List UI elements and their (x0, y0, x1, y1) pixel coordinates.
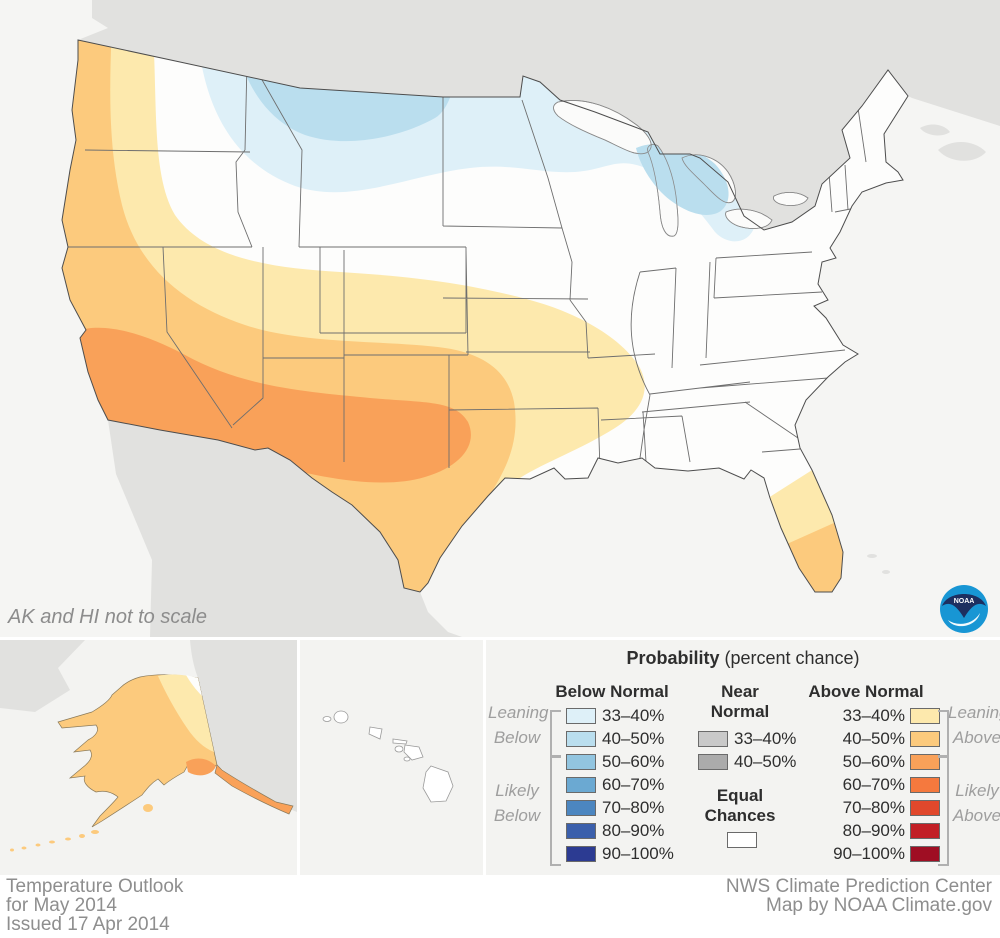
bracket-likely-below (550, 756, 561, 866)
label-below-50-60: 50–60% (602, 752, 665, 771)
swatch-near-33-40 (698, 731, 728, 747)
legend-equal-1: Equal (716, 786, 764, 805)
swatch-near-40-50 (698, 754, 728, 770)
swatch-above-60-70 (910, 777, 940, 793)
bracket-leaning-below (550, 710, 561, 757)
label-below-33-40: 33–40% (602, 706, 665, 725)
bracket-likely-above (938, 756, 949, 866)
alaska-equal-sliver (186, 675, 202, 696)
bahamas (867, 554, 877, 558)
legend-below-header: Below Normal (555, 682, 669, 701)
swatch-above-70-80 (910, 800, 940, 816)
swatch-below-70-80 (566, 800, 596, 816)
swatch-below-80-90 (566, 823, 596, 839)
label-leaning-above: LeaningAbove (948, 703, 1000, 747)
swatch-below-60-70 (566, 777, 596, 793)
legend-title: Probability (percent chance) (626, 648, 860, 668)
label-above-80-90: 80–90% (842, 821, 905, 840)
swatch-above-90-100 (910, 846, 940, 862)
bahamas-2 (882, 570, 890, 574)
alaska-inset-panel (0, 640, 297, 875)
label-near-40-50: 40–50% (734, 752, 797, 771)
swatch-above-40-50 (910, 731, 940, 747)
label-above-90-100: 90–100% (833, 844, 905, 863)
swatch-above-50-60 (910, 754, 940, 770)
label-below-80-90: 80–90% (602, 821, 665, 840)
label-likely-above: Likely Above (952, 781, 1000, 825)
noaa-logo: NOAA (940, 585, 988, 633)
footer-credit-line-2: Map by NOAA Climate.gov (766, 895, 992, 916)
label-below-70-80: 70–80% (602, 798, 665, 817)
label-above-50-60: 50–60% (842, 752, 905, 771)
swatch-below-90-100 (566, 846, 596, 862)
hawaii-map (322, 710, 454, 803)
noaa-logo-bird (942, 594, 986, 618)
swatch-above-80-90 (910, 823, 940, 839)
label-likely-below: Likely Below (493, 781, 541, 825)
noaa-logo-swoosh (948, 613, 980, 627)
hawaii-inset-panel (300, 640, 483, 875)
label-below-90-100: 90–100% (602, 844, 674, 863)
canada-land (78, 0, 1000, 230)
canada-land-ak (190, 640, 297, 812)
michigan-below-40-50 (636, 143, 729, 215)
label-below-60-70: 60–70% (602, 775, 665, 794)
map-note: AK and HI not to scale (8, 606, 208, 628)
maritime-land (920, 124, 986, 161)
label-above-40-50: 40–50% (842, 729, 905, 748)
footer-credit-line-1: NWS Climate Prediction Center (725, 876, 992, 897)
swatch-equal-chances (727, 832, 757, 848)
noaa-logo-text: NOAA (954, 598, 975, 605)
label-near-33-40: 33–40% (734, 729, 797, 748)
footer: Temperature Outlook for May 2014 Issued … (0, 875, 1000, 938)
alaska-map (0, 640, 297, 852)
label-above-70-80: 70–80% (842, 798, 905, 817)
mexico-land (108, 420, 462, 637)
label-below-40-50: 40–50% (602, 729, 665, 748)
aleutian-islands (10, 804, 153, 852)
above-50-60-region (62, 327, 471, 483)
swatch-below-50-60 (566, 754, 596, 770)
swatch-above-33-40 (910, 708, 940, 724)
legend-equal-2: Chances (704, 806, 776, 825)
alaska-panhandle (214, 764, 294, 815)
legend-above-header: Above Normal (808, 682, 924, 701)
label-above-33-40: 33–40% (842, 706, 905, 725)
legend: Probability (percent chance) Below Norma… (486, 640, 1000, 875)
label-above-60-70: 60–70% (842, 775, 905, 794)
swatch-below-40-50 (566, 731, 596, 747)
legend-near-header-1: Near (721, 682, 759, 701)
russia-land (0, 640, 85, 712)
label-leaning-below: Leaning Below (488, 703, 549, 747)
alaska-above-50-60-coast (186, 758, 216, 776)
footer-issued-line: Issued 17 Apr 2014 (6, 914, 170, 935)
state-borders (62, 61, 877, 471)
conus-map: NOAA (0, 0, 1000, 637)
legend-near-header-2: Normal (710, 702, 770, 721)
hawaii-islands (322, 710, 454, 803)
footer-title-line-2: for May 2014 (6, 895, 117, 916)
footer-title-line-1: Temperature Outlook (6, 876, 184, 897)
swatch-below-33-40 (566, 708, 596, 724)
